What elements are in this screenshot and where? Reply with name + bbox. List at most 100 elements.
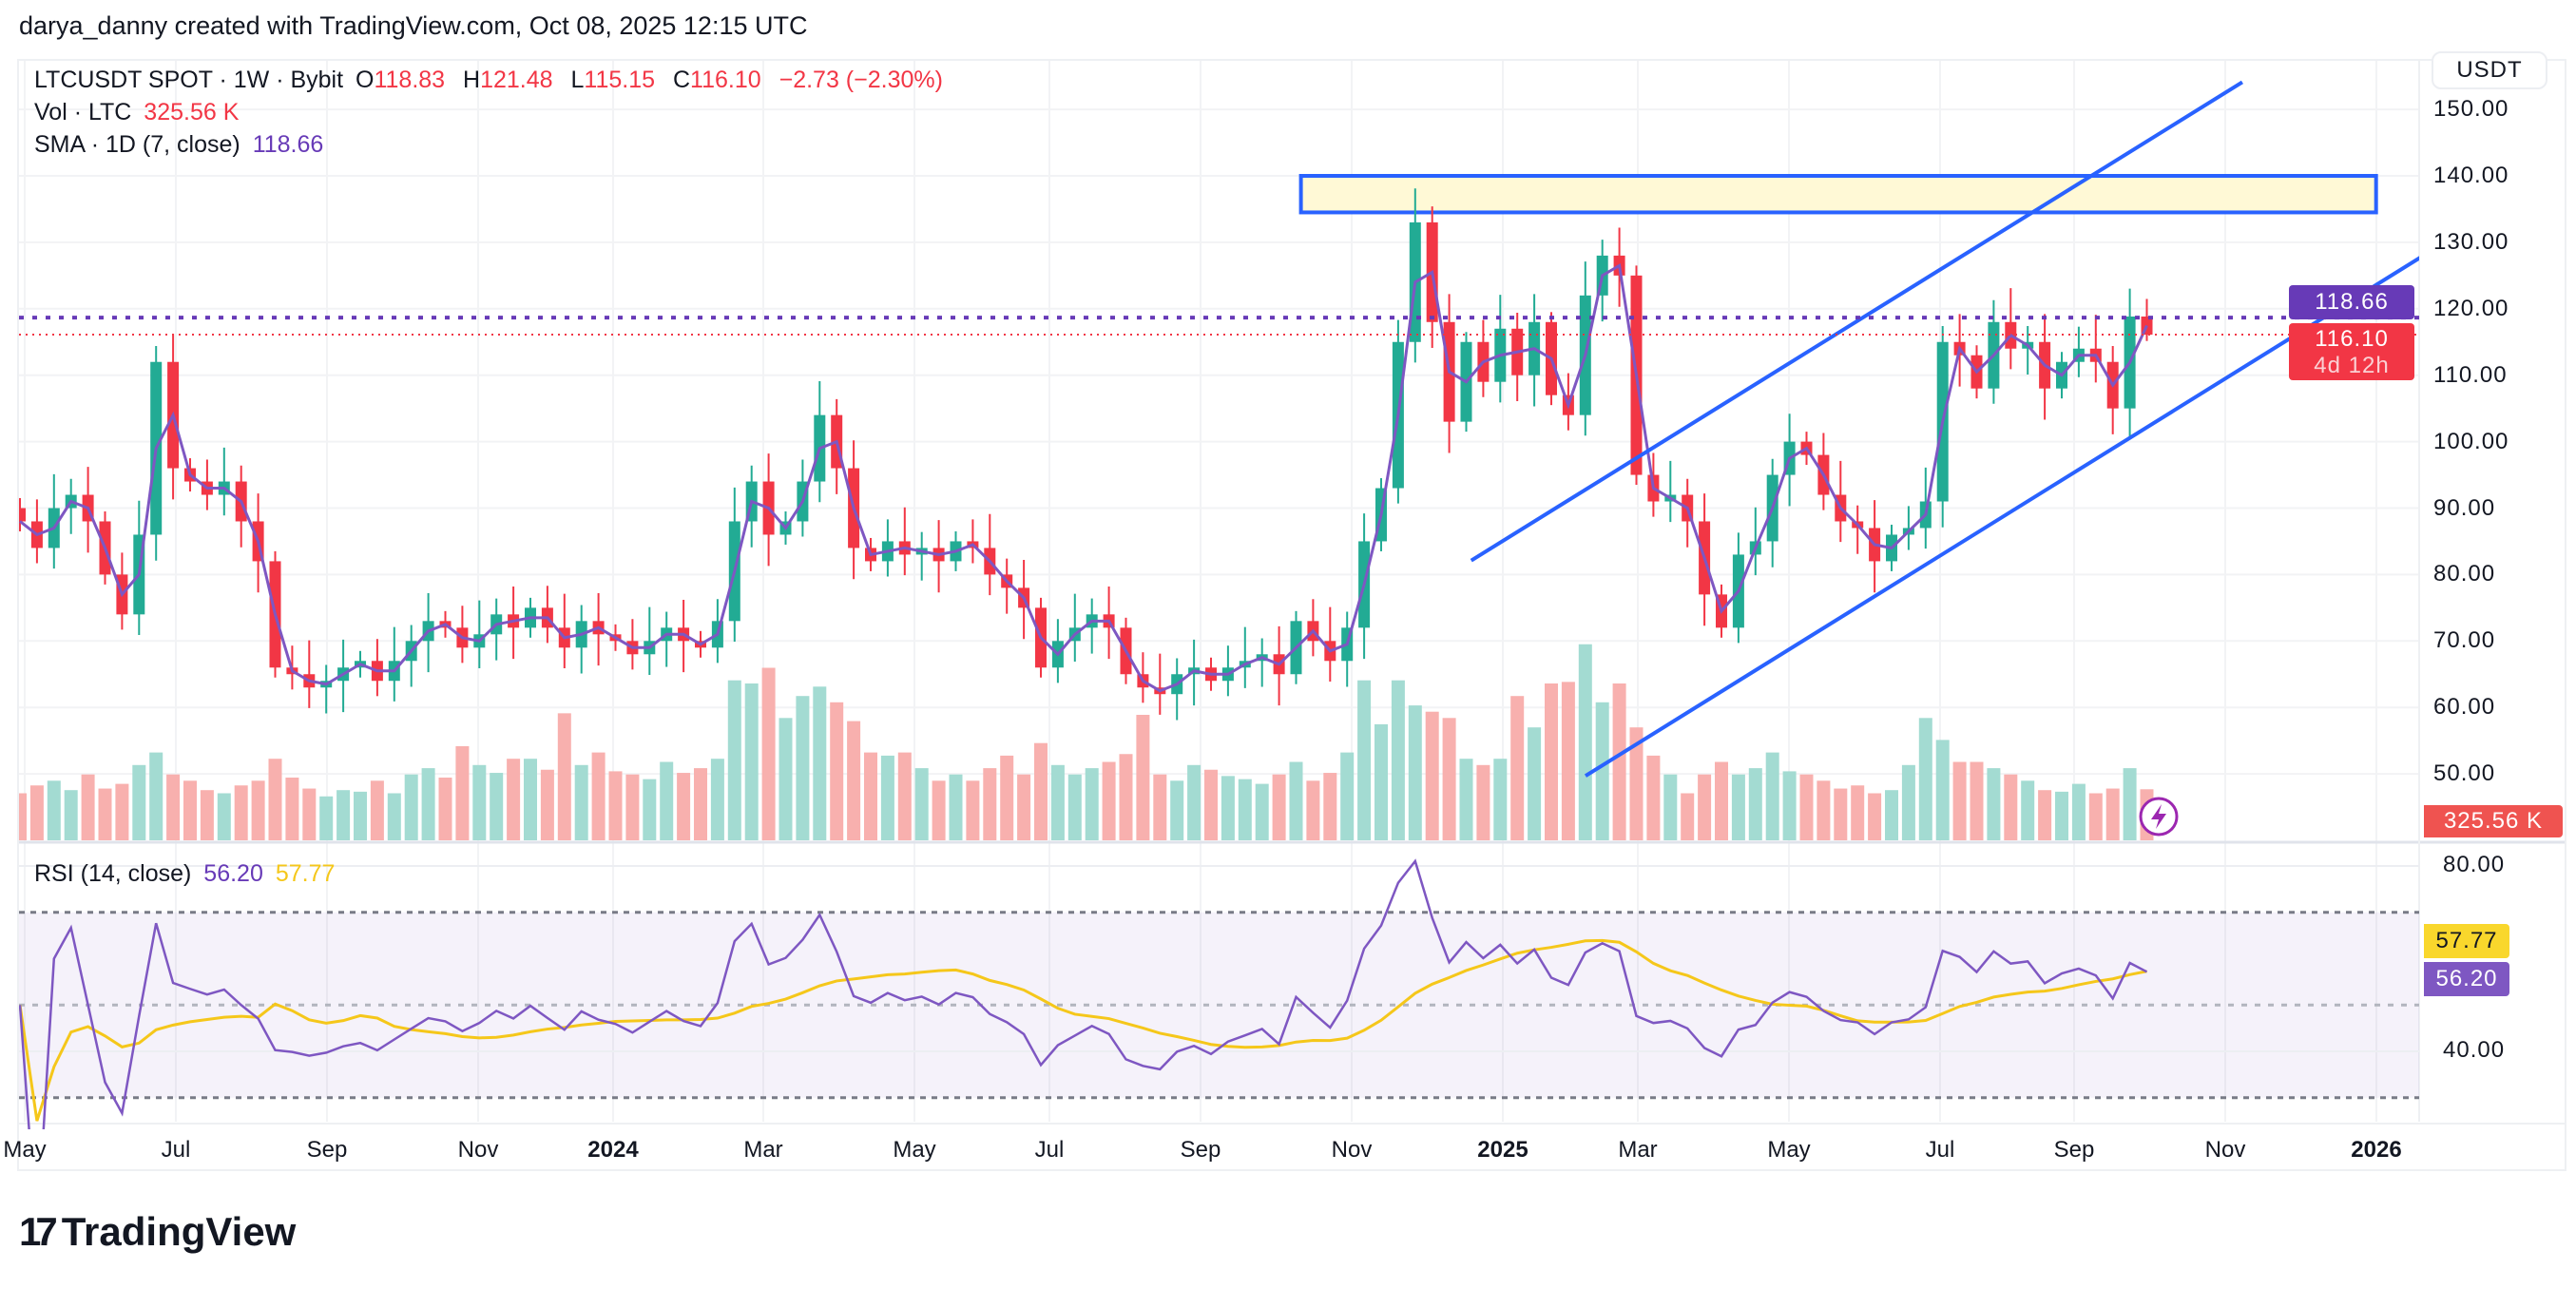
- volume-bar: [1748, 768, 1762, 840]
- change-value: −2.73 (−2.30%): [779, 67, 943, 93]
- volume-bar: [2105, 788, 2120, 840]
- time-axis-label: Jul: [1925, 1137, 1955, 1163]
- volume-bar: [949, 774, 963, 840]
- lightning-icon[interactable]: [2139, 797, 2179, 837]
- volume-bar: [1510, 696, 1525, 840]
- volume-bar: [1119, 754, 1133, 840]
- volume-bar: [625, 774, 640, 840]
- volume-bar: [897, 752, 912, 840]
- last-price: 116.10: [2315, 326, 2389, 352]
- chart-frame: [17, 59, 2566, 1171]
- volume-bar: [268, 759, 282, 840]
- volume-bar: [1561, 682, 1575, 840]
- volume-bar: [183, 780, 197, 840]
- volume-bar: [591, 752, 606, 840]
- price-axis-label: 130.00: [2433, 228, 2509, 255]
- symbol-legend: LTCUSDT SPOT · 1W · Bybit O118.83 H121.4…: [34, 67, 949, 94]
- volume-bar: [490, 773, 504, 840]
- volume-bar: [19, 793, 27, 840]
- volume-bar: [1102, 761, 1116, 840]
- price-axis-label: 70.00: [2433, 627, 2496, 654]
- volume-bar: [200, 790, 214, 840]
- volume-bar: [1459, 759, 1473, 840]
- close-value: 116.10: [690, 67, 761, 93]
- volume-bar: [217, 793, 231, 840]
- volume-bar: [1851, 785, 1865, 840]
- symbol-label[interactable]: LTCUSDT SPOT · 1W · Bybit: [34, 67, 344, 93]
- volume-bar: [1017, 774, 1031, 840]
- volume-bar: [370, 780, 384, 840]
- channel-lower-line: [1584, 256, 2419, 778]
- volume-bar: [251, 780, 265, 840]
- tradingview-logo[interactable]: 17 TradingView: [19, 1209, 296, 1255]
- rsi-line: [19, 858, 2148, 1129]
- time-axis-label: Mar: [1618, 1137, 1658, 1163]
- volume-bar: [1578, 644, 1592, 840]
- volume-bar: [847, 721, 861, 840]
- volume-bar: [64, 790, 78, 840]
- volume-bar: [1442, 718, 1456, 840]
- volume-bar: [1935, 740, 1950, 840]
- high-value: 121.48: [480, 67, 553, 93]
- volume-bar: [1868, 793, 1882, 840]
- volume-bar: [2021, 780, 2035, 840]
- volume-bar: [1306, 780, 1320, 840]
- volume-bar: [1187, 764, 1201, 840]
- volume-bar: [336, 790, 351, 840]
- volume-label[interactable]: Vol · LTC: [34, 99, 132, 125]
- volume-bar: [710, 759, 724, 840]
- volume-bar: [455, 746, 470, 840]
- volume-bar: [1918, 718, 1932, 840]
- volume-legend: Vol · LTC 325.56 K: [34, 99, 244, 126]
- sma-label[interactable]: SMA · 1D (7, close): [34, 131, 240, 158]
- currency-button[interactable]: USDT: [2432, 51, 2547, 89]
- bar-countdown: 4d 12h: [2314, 353, 2390, 378]
- rsi-tag: 56.20: [2424, 962, 2509, 996]
- volume-bar: [1289, 761, 1303, 840]
- time-axis-label: May: [3, 1137, 47, 1163]
- volume-bar: [2088, 793, 2103, 840]
- rsi-axis-label: 80.00: [2443, 852, 2506, 877]
- sma-line: [19, 262, 2148, 693]
- rsi-axis-label: 40.00: [2443, 1037, 2506, 1063]
- volume-bar: [727, 680, 741, 840]
- volume-bar: [694, 768, 707, 840]
- volume-bar: [2038, 790, 2052, 840]
- price-axis-label: 60.00: [2433, 694, 2496, 721]
- volume-bar: [779, 718, 793, 840]
- resistance-zone: [1298, 174, 2378, 215]
- sma-legend: SMA · 1D (7, close) 118.66: [34, 131, 329, 159]
- volume-bar: [796, 696, 810, 840]
- volume-bar: [983, 768, 997, 840]
- rsi-pane: [19, 858, 2419, 1129]
- volume-bar: [1731, 774, 1745, 840]
- volume-bar: [1034, 742, 1048, 840]
- volume-bar: [966, 780, 980, 840]
- volume-bar: [1595, 702, 1609, 840]
- volume-bar: [914, 768, 929, 840]
- volume-bar: [643, 779, 657, 840]
- volume-bar: [98, 788, 112, 840]
- lightning-icon-bolt: [2151, 804, 2166, 829]
- rsi-ma-tag: 57.77: [2424, 924, 2509, 958]
- volume-bar: [1476, 764, 1490, 840]
- volume-bar: [2071, 783, 2086, 840]
- rsi-ma-value: 57.77: [275, 860, 336, 887]
- volume-bar: [1340, 752, 1355, 840]
- time-axis-label: Nov: [457, 1137, 499, 1163]
- volume-bar: [387, 793, 401, 840]
- volume-bar: [2055, 791, 2068, 840]
- price-axis-label: 120.00: [2433, 295, 2509, 321]
- volume-bar: [524, 759, 537, 840]
- low-label: L: [570, 67, 585, 93]
- volume-bar: [1528, 727, 1542, 840]
- volume-bar: [421, 768, 435, 840]
- rsi-label[interactable]: RSI (14, close): [34, 860, 192, 887]
- volume-bar: [864, 752, 877, 840]
- time-axis-label: Sep: [2053, 1137, 2095, 1163]
- volume-bar: [1272, 774, 1286, 840]
- volume-bar: [438, 778, 452, 840]
- time-axis-label: 2026: [2351, 1137, 2402, 1163]
- volume-bar: [1204, 769, 1218, 840]
